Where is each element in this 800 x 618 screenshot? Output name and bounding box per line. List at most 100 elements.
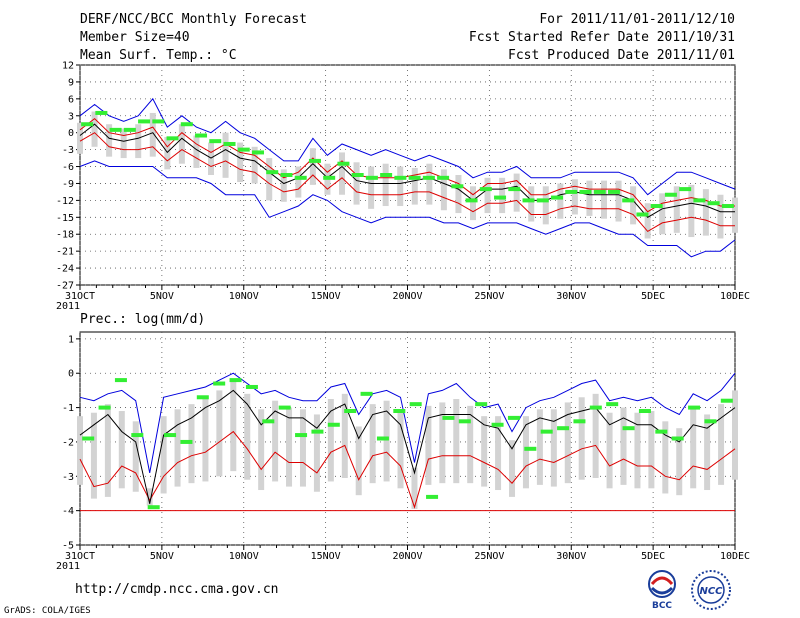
prec-observed-marker — [147, 505, 160, 510]
prec-member-box — [230, 381, 237, 472]
prec-observed-marker — [557, 426, 570, 431]
prec-observed-marker — [180, 439, 193, 444]
prec-observed-marker — [262, 419, 275, 424]
temp-member-box — [601, 180, 607, 219]
temp-observed-marker — [109, 127, 122, 132]
temp-ytick-label: -9 — [62, 179, 74, 190]
header-variable: Mean Surf. Temp.: °C — [80, 48, 237, 63]
prec-member-box — [397, 411, 404, 489]
temp-member-box — [630, 186, 637, 225]
prec-observed-marker — [491, 422, 504, 427]
temp-member-box — [309, 148, 316, 185]
temp-member-box — [455, 175, 462, 214]
temp-max-line — [79, 97, 736, 196]
prec-member-box — [522, 416, 529, 489]
prec-member-box — [383, 400, 390, 482]
temp-member-box — [702, 189, 709, 236]
prec-member-box — [202, 397, 209, 482]
temp-observed-marker — [380, 173, 393, 177]
prec-member-box — [369, 404, 376, 484]
prec-xtick-label: 10DEC — [720, 551, 750, 562]
temp-observed-marker — [337, 161, 350, 166]
temp-observed-marker — [721, 204, 734, 209]
prec-ytick-label: -4 — [62, 506, 74, 517]
prec-ytick-label: -2 — [62, 437, 74, 448]
prec-xtick-label: 10NOV — [229, 551, 259, 562]
prec-observed-marker — [671, 436, 684, 441]
temp-observed-marker — [664, 192, 677, 197]
prec-member-box — [425, 405, 432, 485]
temp-member-box — [557, 183, 564, 219]
header-member-size: Member Size=40 — [80, 30, 190, 45]
temp-observed-marker — [81, 122, 94, 127]
temp-observed-marker — [365, 175, 378, 180]
prec-ytick-label: -5 — [62, 541, 74, 552]
temp-mean-line — [79, 123, 735, 218]
temp-ytick-label: -21 — [56, 247, 74, 258]
prec-observed-marker — [704, 419, 717, 424]
prec-member-box — [244, 393, 251, 480]
prec-observed-marker — [278, 405, 291, 410]
prec-observed-marker — [606, 402, 619, 407]
temp-member-box — [353, 162, 360, 205]
temp-member-box — [732, 197, 738, 233]
prec-member-box — [160, 416, 167, 494]
prec-member-box — [132, 421, 139, 492]
prec-member-box — [690, 409, 697, 489]
prec-member-box — [299, 409, 306, 487]
temp-ytick-label: 12 — [62, 61, 74, 72]
temp-member-box — [659, 193, 666, 235]
footer-url[interactable]: http://cmdp.ncc.cma.gov.cn — [75, 582, 279, 597]
prec-observed-marker — [295, 433, 308, 438]
prec-member-box — [327, 398, 334, 482]
prec-observed-marker — [458, 419, 471, 424]
temp-member-box — [120, 128, 127, 159]
prec-observed-marker — [376, 436, 389, 441]
temp-observed-marker — [138, 119, 151, 124]
prec-observed-marker — [131, 433, 144, 438]
temp-member-box — [91, 111, 98, 147]
prec-member-box — [467, 405, 474, 484]
prec-member-box — [732, 390, 738, 480]
header-start-date: Fcst Started Refer Date 2011/10/31 — [469, 30, 735, 45]
prec-member-box — [272, 400, 279, 482]
temp-min-line — [79, 160, 736, 258]
prec-observed-marker — [524, 446, 537, 451]
temp-ytick-label: -24 — [56, 264, 74, 275]
prec-member-box — [146, 488, 153, 506]
prec-observed-marker — [393, 409, 406, 414]
prec-lower-std-line — [79, 430, 736, 509]
temp-observed-marker — [195, 133, 208, 138]
temp-xtick-label: 31OCT — [65, 291, 95, 302]
temp-member-box — [280, 169, 287, 202]
prec-observed-marker — [311, 429, 324, 434]
temp-member-box — [295, 166, 302, 198]
temp-member-box — [411, 167, 418, 205]
temp-member-box — [77, 122, 83, 154]
temp-member-box — [178, 124, 185, 164]
temp-member-box — [615, 180, 622, 222]
prec-observed-marker — [409, 402, 422, 407]
prec-observed-marker — [507, 415, 520, 420]
prec-observed-marker — [164, 433, 177, 438]
temp-observed-marker — [251, 150, 264, 155]
prec-member-box — [509, 440, 516, 497]
prec-observed-marker — [82, 436, 95, 441]
prec-observed-marker — [688, 405, 701, 410]
ncc-logo: NCC — [691, 570, 731, 610]
temp-ytick-label: -18 — [56, 230, 74, 241]
temp-observed-marker — [593, 189, 606, 194]
prec-member-box — [550, 409, 557, 487]
prec-ytick-label: 1 — [68, 334, 74, 345]
temp-observed-marker — [622, 198, 635, 203]
temp-member-box — [644, 203, 651, 239]
prec-observed-marker — [114, 378, 127, 383]
prec-member-box — [104, 404, 111, 497]
prec-observed-marker — [589, 405, 602, 410]
prec-observed-marker — [344, 409, 357, 414]
prec-member-box — [536, 409, 543, 485]
temp-xtick-label: 30NOV — [556, 291, 586, 302]
temp-xtick-label: 10DEC — [720, 291, 750, 302]
temp-observed-marker — [707, 201, 720, 206]
prec-xtick-label: 25NOV — [474, 551, 504, 562]
